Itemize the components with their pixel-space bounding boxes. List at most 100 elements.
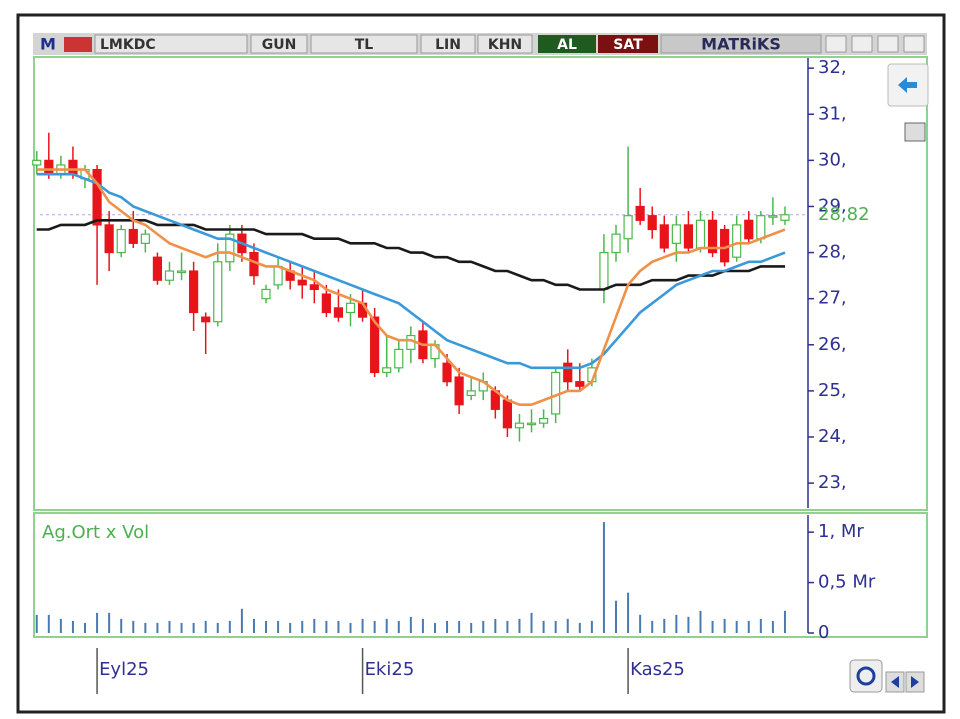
volume-tick-label: 0,5 Mr	[818, 572, 876, 593]
currency[interactable]: TL	[355, 37, 374, 53]
candle-body	[539, 417, 549, 424]
candle-body	[659, 224, 669, 249]
candle-body	[140, 233, 150, 244]
candle-body	[321, 293, 331, 314]
volume-bar	[168, 620, 171, 633]
menu-m[interactable]: M	[40, 35, 56, 54]
scale-button[interactable]	[420, 34, 476, 54]
symbol[interactable]: LMKDC	[100, 37, 156, 53]
refresh-button[interactable]	[849, 659, 883, 693]
volume-bar	[542, 620, 545, 633]
y-tick-label: 25,	[818, 380, 847, 401]
candle-body	[44, 159, 54, 175]
volume-bar	[84, 622, 87, 633]
volume-bar	[675, 614, 678, 633]
volume-bar	[433, 622, 436, 633]
period-button[interactable]	[250, 34, 308, 54]
candle-body	[333, 307, 344, 318]
volume-bar	[337, 620, 340, 633]
symbol-box[interactable]	[94, 34, 248, 54]
volume-bar	[458, 620, 461, 633]
khn[interactable]: KHN	[488, 37, 522, 53]
volume-bar	[120, 618, 123, 633]
refresh-icon	[856, 666, 876, 686]
volume-bar	[216, 622, 219, 633]
volume-bar	[397, 620, 400, 633]
volume-bar	[771, 620, 774, 633]
volume-bar	[47, 614, 50, 633]
volume-bar	[228, 620, 231, 633]
volume-bar	[639, 614, 642, 633]
y-tick-label: 29,	[818, 195, 847, 216]
y-tick-label: 30,	[818, 149, 847, 170]
x-tick-label: Kas25	[630, 659, 685, 680]
y-tick-label: 28,	[818, 242, 847, 263]
volume-bar	[735, 620, 738, 633]
candle-body	[756, 215, 766, 240]
candle-body	[128, 228, 138, 244]
volume-bar	[723, 618, 726, 633]
scale[interactable]: LIN	[435, 37, 461, 53]
volume-bar	[361, 618, 364, 633]
candle-body	[780, 214, 790, 221]
candle-body	[261, 288, 271, 300]
toolbar: M LMKDC GUN TL LIN KHN AL SAT MATRiKS	[33, 33, 927, 55]
volume-bar	[530, 612, 533, 633]
volume-bar	[192, 622, 195, 633]
candle-body	[683, 224, 694, 249]
window-button[interactable]	[903, 35, 925, 53]
sell[interactable]: SAT	[613, 37, 643, 53]
symbol-icon[interactable]	[64, 37, 92, 52]
small-button[interactable]	[904, 122, 926, 142]
volume-bar	[554, 620, 557, 633]
window-button[interactable]	[851, 35, 873, 53]
volume-bar	[96, 612, 99, 633]
candle-body	[32, 159, 42, 166]
sell-button[interactable]	[598, 35, 658, 53]
moving-average-line	[36, 172, 786, 370]
volume-bar	[265, 620, 268, 633]
candle-body	[273, 265, 283, 286]
candle-body	[454, 376, 464, 406]
candle-body	[152, 256, 163, 281]
volume-bar	[421, 618, 424, 633]
khn-button[interactable]	[477, 34, 533, 54]
window-button[interactable]	[877, 35, 899, 53]
volume-bar	[59, 618, 62, 633]
volume-bar	[446, 620, 449, 633]
window-button[interactable]	[825, 35, 847, 53]
buy-button[interactable]	[538, 35, 596, 53]
volume-bar	[759, 618, 762, 633]
moving-average-line	[36, 168, 786, 406]
volume-tick-label: 1, Mr	[818, 521, 864, 542]
volume-bar	[71, 620, 74, 633]
brand-box	[660, 34, 822, 54]
candle-body	[514, 422, 525, 429]
candle-body	[466, 390, 476, 397]
volume-bar	[627, 592, 630, 633]
candle-body	[104, 224, 114, 254]
volume-bar	[566, 618, 569, 633]
buy[interactable]: AL	[557, 37, 577, 53]
candle-body	[695, 219, 706, 249]
brand: MATRiKS	[701, 35, 781, 54]
price-panel-border	[33, 56, 928, 511]
volume-bar	[204, 620, 207, 633]
candle-body	[623, 215, 633, 240]
volume-panel-border	[33, 512, 928, 638]
volume-bar	[590, 620, 593, 633]
volume-bar	[651, 620, 654, 633]
volume-bar	[687, 616, 690, 633]
candle-body	[707, 219, 718, 254]
period[interactable]: GUN	[262, 37, 297, 53]
candle-body	[611, 233, 621, 254]
moving-average-line	[36, 219, 785, 291]
currency-button[interactable]	[310, 34, 418, 54]
window-frame	[16, 13, 946, 714]
volume-bar	[385, 618, 388, 633]
volume-bar	[156, 622, 159, 633]
candle-body	[732, 224, 742, 258]
volume-bar	[494, 618, 497, 633]
candle-body	[297, 279, 307, 286]
